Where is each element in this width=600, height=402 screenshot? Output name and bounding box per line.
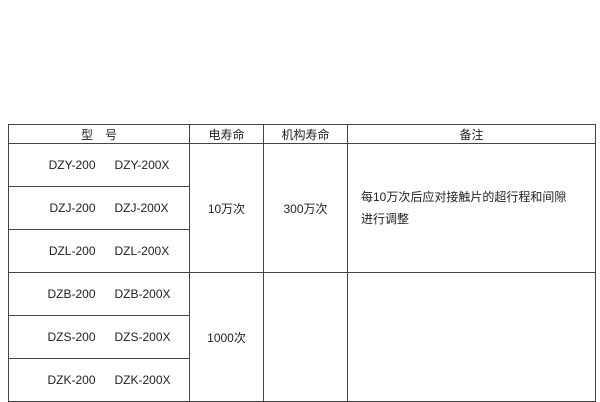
table-row: DZK-200 DZK-200X xyxy=(8,358,596,402)
table-row: DZB-200 DZB-200X 1000次 xyxy=(8,272,596,402)
electrical-life-cell: 1000次 xyxy=(189,272,264,402)
remarks-cell xyxy=(347,272,596,402)
table-row: DZY-200 DZY-200X 10万次 300万次 每10万次后应对接触片的… xyxy=(8,143,596,273)
model-cell: DZK-200 DZK-200X xyxy=(8,358,190,402)
model-name: DZS-200 xyxy=(47,330,96,344)
header-remarks: 备注 xyxy=(347,124,596,144)
model-cell: DZS-200 DZS-200X xyxy=(8,315,190,359)
spec-table: 型 号 电寿命 机构寿命 备注 DZY-200 DZY-200X 10万次 30… xyxy=(8,124,596,402)
model-name: DZL-200X xyxy=(114,244,170,258)
model-cell: DZL-200 DZL-200X xyxy=(8,229,190,273)
table-row: DZJ-200 DZJ-200X xyxy=(8,186,596,230)
table-header-row: 型 号 电寿命 机构寿命 备注 xyxy=(8,124,596,144)
model-name: DZJ-200 xyxy=(49,201,96,215)
model-name: DZB-200 xyxy=(47,287,96,301)
model-name: DZS-200X xyxy=(114,330,171,344)
model-cell: DZJ-200 DZJ-200X xyxy=(8,186,190,230)
model-cell: DZY-200 DZY-200X xyxy=(8,143,190,187)
model-name: DZJ-200X xyxy=(114,201,169,215)
header-electrical-life: 电寿命 xyxy=(189,124,264,144)
header-mechanical-life: 机构寿命 xyxy=(263,124,348,144)
header-model: 型 号 xyxy=(8,124,190,144)
model-name: DZY-200X xyxy=(114,158,170,172)
remarks-cell: 每10万次后应对接触片的超行程和间隙 进行调整 xyxy=(347,143,596,273)
model-name: DZB-200X xyxy=(114,287,171,301)
model-name: DZY-200 xyxy=(48,158,96,172)
remarks-line: 每10万次后应对接触片的超行程和间隙 xyxy=(361,190,567,204)
table-row: DZL-200 DZL-200X xyxy=(8,229,596,273)
mechanical-life-cell xyxy=(263,272,348,402)
model-name: DZL-200 xyxy=(48,244,96,258)
model-cell: DZB-200 DZB-200X xyxy=(8,272,190,316)
mechanical-life-cell: 300万次 xyxy=(263,143,348,273)
model-name: DZK-200X xyxy=(114,373,171,387)
model-name: DZK-200 xyxy=(47,373,96,387)
table-row: DZS-200 DZS-200X xyxy=(8,315,596,359)
remarks-line: 进行调整 xyxy=(361,212,410,226)
electrical-life-cell: 10万次 xyxy=(189,143,264,273)
